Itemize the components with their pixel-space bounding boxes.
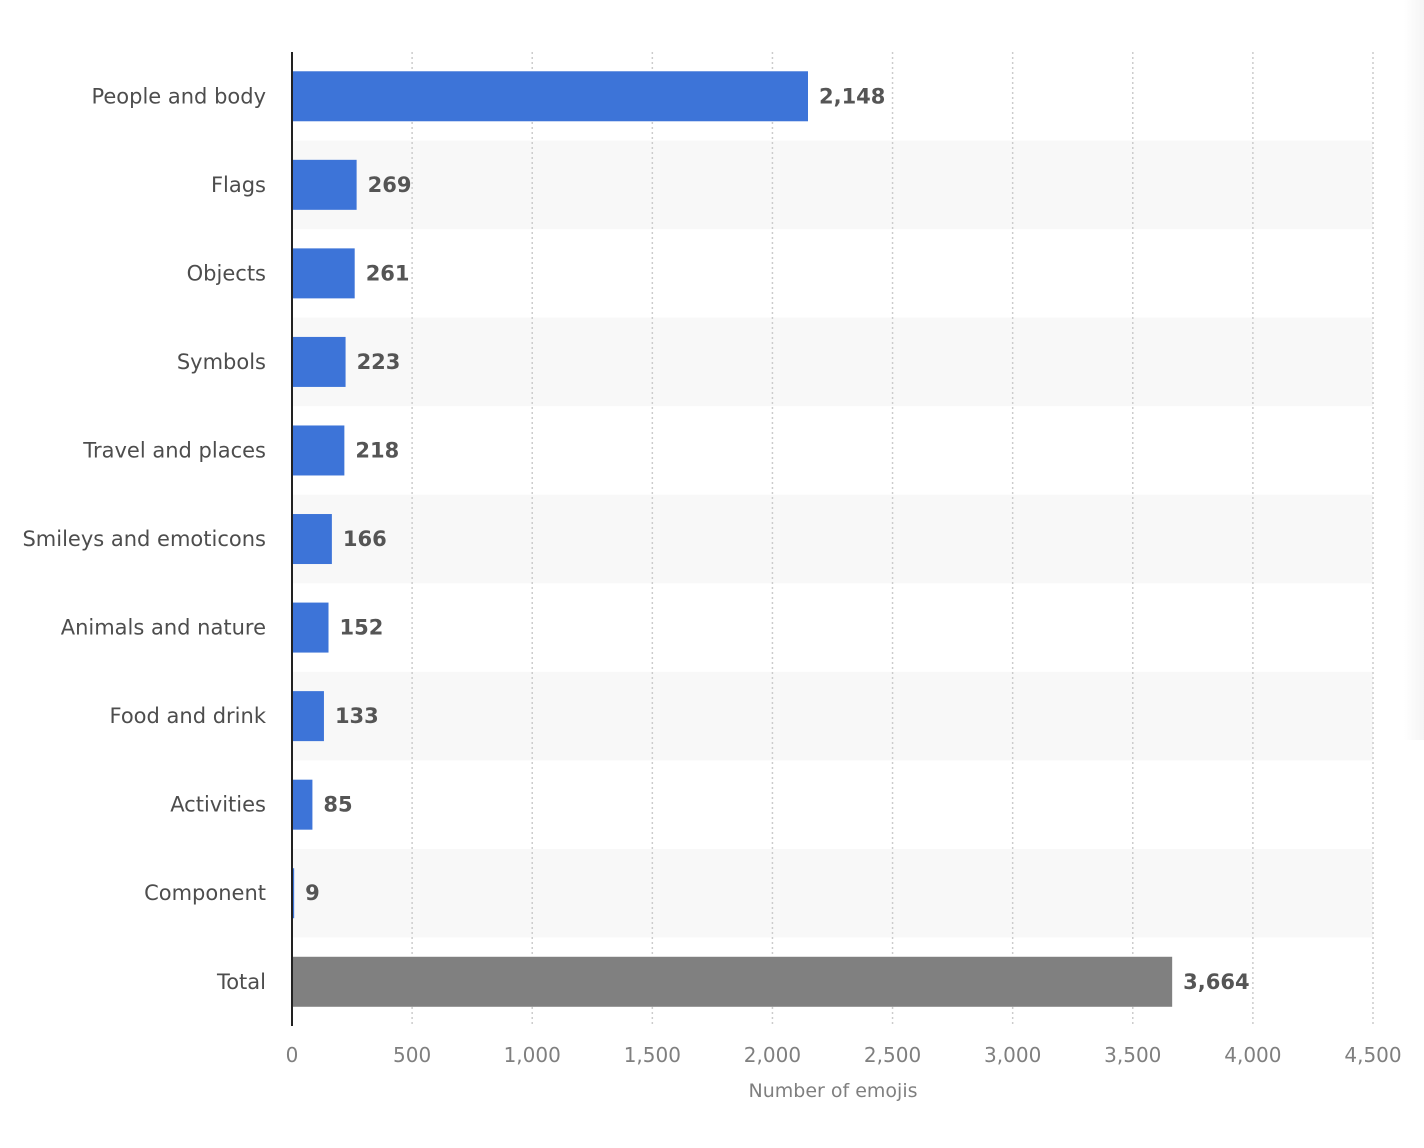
category-label-food-and-drink: Food and drink xyxy=(110,704,267,728)
category-label-people-and-body: People and body xyxy=(91,84,266,108)
value-label-symbols: 223 xyxy=(357,350,401,374)
value-label-activities: 85 xyxy=(323,793,352,817)
row-band-component xyxy=(292,848,1373,938)
category-label-symbols: Symbols xyxy=(177,350,266,374)
x-tick-label-1500: 1,500 xyxy=(624,1043,681,1067)
x-tick-label-2500: 2,500 xyxy=(864,1043,921,1067)
bar-people-and-body[interactable] xyxy=(292,71,808,122)
row-bands xyxy=(292,140,1373,938)
value-label-food-and-drink: 133 xyxy=(335,704,379,728)
bar-animals-and-nature[interactable] xyxy=(292,602,329,653)
bar-symbols[interactable] xyxy=(292,336,346,387)
bars xyxy=(292,71,1173,1007)
value-label-people-and-body: 2,148 xyxy=(819,84,885,108)
value-label-objects: 261 xyxy=(366,261,410,285)
row-band-smileys-and-emoticons xyxy=(292,494,1373,584)
value-label-component: 9 xyxy=(305,881,320,905)
x-tick-label-3000: 3,000 xyxy=(984,1043,1041,1067)
value-label-total: 3,664 xyxy=(1183,970,1249,994)
bar-flags[interactable] xyxy=(292,159,357,210)
bar-total[interactable] xyxy=(292,956,1173,1007)
x-tick-label-0: 0 xyxy=(286,1043,299,1067)
x-tick-label-4500: 4,500 xyxy=(1344,1043,1401,1067)
bar-food-and-drink[interactable] xyxy=(292,691,324,742)
value-label-flags: 269 xyxy=(368,173,412,197)
category-label-component: Component xyxy=(144,881,266,905)
bar-smileys-and-emoticons[interactable] xyxy=(292,514,332,565)
value-labels: 2,148 269 261 223 218 166 152 133 85 9 3,664 xyxy=(305,84,1249,994)
x-tick-label-4000: 4,000 xyxy=(1224,1043,1281,1067)
category-label-activities: Activities xyxy=(170,793,266,817)
value-label-travel-and-places: 218 xyxy=(355,438,399,462)
bar-objects[interactable] xyxy=(292,248,355,299)
x-tick-labels: 0 500 1,000 1,500 2,000 2,500 3,000 3,500 4,000 4… xyxy=(286,1043,1402,1067)
category-label-total: Total xyxy=(216,970,266,994)
bar-component[interactable] xyxy=(292,868,295,919)
right-edge-shade xyxy=(1404,0,1424,740)
bar-activities[interactable] xyxy=(292,779,313,830)
category-label-flags: Flags xyxy=(211,173,266,197)
category-label-travel-and-places: Travel and places xyxy=(82,438,266,462)
category-labels: People and body Flags Objects Symbols Travel… xyxy=(22,84,266,994)
value-label-smileys-and-emoticons: 166 xyxy=(343,527,387,551)
grid-lines xyxy=(411,52,1374,1026)
x-tick-label-500: 500 xyxy=(393,1043,431,1067)
x-tick-label-3500: 3,500 xyxy=(1104,1043,1161,1067)
bar-travel-and-places[interactable] xyxy=(292,425,345,476)
category-label-objects: Objects xyxy=(187,261,266,285)
row-band-flags xyxy=(292,140,1373,230)
x-tick-label-1000: 1,000 xyxy=(504,1043,561,1067)
category-label-animals-and-nature: Animals and nature xyxy=(61,616,266,640)
category-label-smileys-and-emoticons: Smileys and emoticons xyxy=(22,527,266,551)
x-axis-title: Number of emojis xyxy=(749,1080,918,1102)
row-band-food-and-drink xyxy=(292,671,1373,761)
row-band-symbols xyxy=(292,317,1373,407)
x-tick-label-2000: 2,000 xyxy=(744,1043,801,1067)
value-label-animals-and-nature: 152 xyxy=(340,616,384,640)
